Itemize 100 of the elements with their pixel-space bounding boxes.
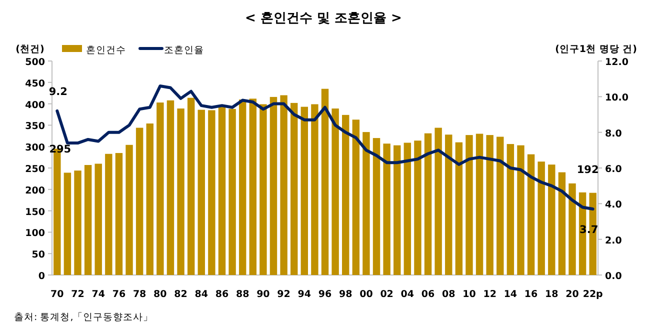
bar bbox=[548, 164, 556, 275]
bar bbox=[342, 114, 350, 275]
bar bbox=[105, 154, 112, 275]
bar bbox=[466, 135, 473, 275]
data-label: 295 bbox=[49, 144, 72, 156]
x-tick-label: 08 bbox=[442, 289, 456, 300]
x-tick-label: 90 bbox=[256, 289, 270, 300]
x-tick-label: 14 bbox=[504, 289, 518, 300]
bar bbox=[383, 144, 390, 275]
y2-tick-label: 12.0 bbox=[605, 57, 629, 68]
bar bbox=[166, 100, 174, 275]
x-tick-label: 00 bbox=[360, 289, 374, 300]
x-tick-label: 92 bbox=[277, 289, 290, 300]
y-tick-label: 50 bbox=[32, 250, 46, 261]
bar bbox=[321, 88, 329, 275]
bar bbox=[372, 138, 380, 275]
bar bbox=[486, 135, 494, 275]
data-label: 9.2 bbox=[48, 86, 68, 98]
x-tick-label: 96 bbox=[318, 289, 332, 300]
bar bbox=[414, 140, 422, 275]
bar bbox=[517, 145, 524, 275]
x-tick-label: 72 bbox=[71, 289, 84, 300]
y-tick-label: 500 bbox=[25, 57, 46, 68]
x-tick-label: 88 bbox=[236, 289, 250, 300]
x-tick-label: 70 bbox=[50, 289, 64, 300]
y-tick-label: 350 bbox=[25, 121, 46, 132]
bar bbox=[506, 144, 514, 275]
y2-tick-label: 4.0 bbox=[605, 200, 622, 211]
y-tick-label: 150 bbox=[25, 206, 46, 218]
bar bbox=[260, 104, 267, 275]
x-tick-label: 82 bbox=[174, 289, 188, 300]
y2-tick-label: 8.0 bbox=[605, 128, 622, 140]
bar bbox=[404, 142, 412, 275]
y-axis-title: (천건) bbox=[16, 44, 44, 55]
bar bbox=[290, 102, 298, 275]
bar bbox=[270, 96, 278, 275]
bar bbox=[476, 134, 484, 275]
y-tick-label: 250 bbox=[25, 164, 46, 175]
bar bbox=[249, 98, 256, 275]
y-tick-label: 100 bbox=[25, 228, 46, 240]
bar bbox=[84, 165, 92, 275]
x-tick-label: 02 bbox=[380, 289, 394, 300]
x-tick-label: 10 bbox=[462, 289, 476, 300]
bar bbox=[187, 98, 195, 275]
x-tick-label: 16 bbox=[524, 289, 538, 300]
bar bbox=[94, 164, 102, 275]
y2-tick-label: 10.0 bbox=[605, 92, 629, 104]
x-tick-label: 78 bbox=[132, 289, 147, 300]
bar bbox=[74, 170, 82, 275]
x-tick-label: 74 bbox=[92, 289, 106, 300]
x-tick-label: 84 bbox=[194, 289, 208, 300]
x-tick-label: 06 bbox=[421, 289, 436, 300]
x-tick-label: 98 bbox=[338, 289, 353, 300]
bar bbox=[300, 106, 308, 275]
bar bbox=[208, 110, 216, 275]
y-tick-label: 400 bbox=[25, 100, 46, 111]
bar bbox=[496, 136, 504, 275]
y2-tick-label: 6.0 bbox=[605, 164, 622, 175]
x-tick-label: 18 bbox=[545, 289, 559, 300]
bar bbox=[146, 123, 154, 275]
bar bbox=[218, 106, 226, 275]
x-tick-label: 22p bbox=[582, 289, 604, 300]
source-note: 출처: 통계청,「인구동향조사」 bbox=[14, 311, 154, 323]
data-label: 192 bbox=[576, 164, 599, 176]
bar bbox=[445, 134, 452, 275]
bar bbox=[238, 100, 246, 275]
bar bbox=[136, 128, 144, 275]
x-tick-label: 86 bbox=[215, 289, 229, 300]
x-tick-label: 94 bbox=[298, 289, 312, 300]
x-tick-label: 76 bbox=[112, 289, 126, 300]
y2-axis-title: (인구1천 명당 건) bbox=[555, 44, 637, 55]
bar bbox=[156, 102, 164, 275]
bar bbox=[362, 132, 370, 275]
bar bbox=[434, 128, 442, 275]
bar bbox=[311, 104, 318, 275]
x-tick-label: 20 bbox=[566, 289, 580, 300]
bar bbox=[126, 144, 133, 275]
bar bbox=[280, 95, 288, 275]
y-tick-label: 300 bbox=[25, 142, 46, 154]
bar bbox=[228, 108, 236, 275]
bar bbox=[424, 133, 432, 275]
y-tick-label: 450 bbox=[25, 78, 46, 90]
x-tick-label: 12 bbox=[483, 289, 496, 300]
y-tick-label: 200 bbox=[25, 185, 46, 196]
bar bbox=[558, 172, 566, 275]
bar bbox=[115, 153, 123, 275]
bar bbox=[455, 142, 463, 275]
bar bbox=[538, 162, 545, 275]
y-tick-label: 0 bbox=[38, 271, 46, 282]
y2-tick-label: 2.0 bbox=[605, 235, 622, 246]
bar bbox=[568, 183, 576, 275]
x-tick-label: 80 bbox=[154, 289, 168, 300]
y2-tick-label: 0.0 bbox=[605, 271, 622, 282]
bar bbox=[198, 110, 205, 275]
x-tick-label: 04 bbox=[400, 289, 414, 300]
bar bbox=[332, 108, 339, 275]
bar bbox=[394, 145, 401, 275]
bar bbox=[64, 172, 72, 275]
bar bbox=[177, 108, 184, 275]
bar bbox=[527, 154, 535, 275]
